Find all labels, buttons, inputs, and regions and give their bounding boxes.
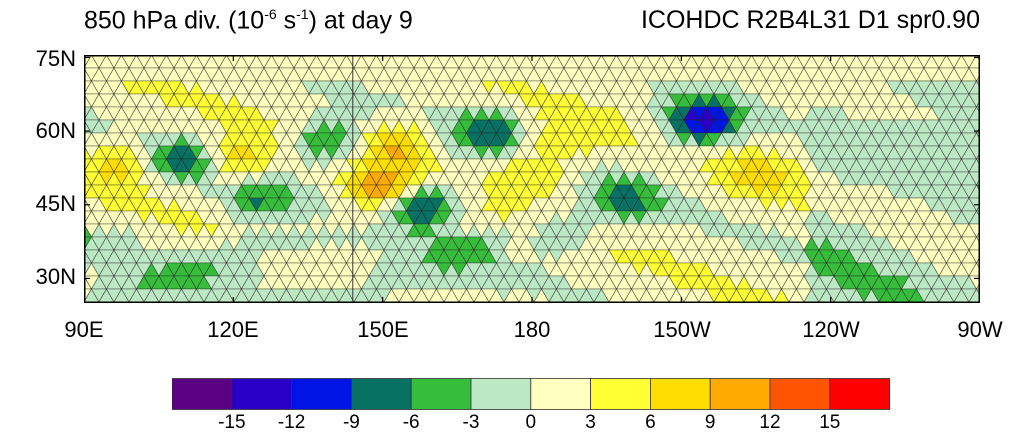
colorbar-tick-label: 12: [759, 412, 781, 433]
colorbar-swatch: [231, 378, 292, 410]
mesh-cell: [968, 223, 980, 238]
title-exponent: -1: [296, 6, 309, 22]
lat-label: 60N: [35, 118, 76, 143]
mesh-cell: [968, 93, 980, 108]
colorbar-swatch: [649, 378, 711, 410]
mesh-cell: [968, 171, 980, 186]
colorbar-swatch: [172, 378, 233, 410]
colorbar-swatch: [410, 378, 472, 410]
mesh-cell: [968, 119, 980, 134]
colorbar-tick-label: -15: [218, 412, 246, 433]
lat-label: 45N: [35, 191, 76, 216]
mesh-cell: [968, 145, 980, 160]
lat-label: 30N: [35, 264, 76, 289]
colorbar-swatch: [291, 378, 352, 410]
lon-label: 150E: [357, 317, 409, 342]
lat-label: 75N: [35, 46, 76, 71]
colorbar-swatch: [829, 378, 890, 410]
lon-label: 150W: [653, 317, 711, 342]
colorbar-tick-label: 9: [704, 412, 716, 433]
mesh-cell: [968, 249, 980, 264]
lon-label: 90E: [64, 317, 104, 342]
colorbar-tick-label: 6: [645, 412, 656, 433]
colorbar-swatch: [350, 378, 412, 410]
mesh-cell: [968, 275, 980, 290]
colorbar-tick-label: -6: [402, 412, 420, 433]
colorbar-tick-label: 0: [525, 412, 537, 433]
colorbar-tick-label: -12: [277, 412, 306, 433]
mesh-cell: [968, 67, 980, 82]
title-text: 850 hPa div. (10: [84, 6, 265, 35]
divergence-map: [84, 55, 980, 303]
colorbar-tick-label: 15: [819, 412, 841, 433]
colorbar-tick-label: -9: [342, 412, 360, 433]
colorbar-swatch: [530, 378, 591, 410]
title-text: ) at day 9: [308, 6, 413, 35]
lon-label: 120E: [207, 317, 259, 342]
colorbar-tick-label: 3: [585, 412, 596, 433]
colorbar-swatch: [709, 378, 771, 410]
model-label: ICOHDC R2B4L31 D1 spr0.90: [640, 6, 980, 34]
colorbar-swatch: [590, 378, 651, 410]
lon-label: 120W: [802, 317, 860, 342]
colorbar-tick-label: -3: [462, 412, 480, 433]
title-exponent: -6: [264, 6, 277, 22]
colorbar: [172, 378, 890, 410]
lon-label: 180: [513, 317, 551, 342]
plot-title: 850 hPa div. (10-6 s-1) at day 9: [84, 6, 413, 35]
colorbar-swatch: [769, 378, 831, 410]
colorbar-swatch: [470, 378, 532, 410]
lon-label: 90W: [957, 317, 1003, 342]
title-text: s: [276, 6, 297, 35]
